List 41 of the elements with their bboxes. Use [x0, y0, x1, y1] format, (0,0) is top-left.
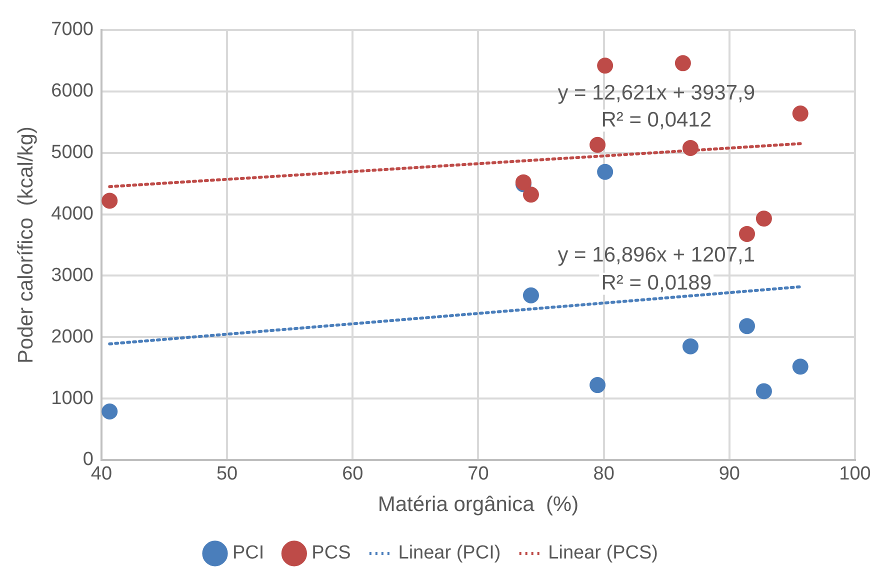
x-tick-label: 70 — [468, 464, 489, 485]
y-tick-label: 5000 — [51, 142, 94, 164]
point — [738, 318, 755, 334]
point — [738, 226, 755, 242]
y-tick-label: 6000 — [51, 80, 94, 102]
point — [792, 358, 808, 375]
y-tick-label: 0 — [82, 449, 94, 470]
x-tick-label: 80 — [593, 464, 614, 485]
y-tick-label: 4000 — [51, 204, 94, 225]
legend-label: PCS — [312, 542, 351, 564]
point — [102, 192, 118, 209]
legend-label: PCI — [232, 542, 264, 564]
annotation: R² = 0,0189 — [601, 272, 712, 295]
annotation: y = 12,621x + 3937,9 — [558, 81, 756, 104]
legend-label: Linear (PCS) — [548, 542, 658, 564]
point — [590, 377, 606, 394]
point — [756, 210, 772, 227]
y-axis-title: Poder calorífico (kcal/kg) — [14, 126, 38, 364]
legend-label: Linear (PCI) — [398, 542, 501, 564]
y-tick-label: 7000 — [51, 19, 94, 40]
point — [522, 186, 539, 203]
x-tick-label: 90 — [718, 464, 740, 485]
point — [597, 58, 614, 74]
point — [522, 287, 539, 304]
y-tick-label: 2000 — [51, 326, 94, 348]
point — [756, 383, 772, 400]
point — [590, 136, 606, 153]
y-tick-label: 3000 — [51, 264, 94, 286]
point — [682, 338, 698, 354]
x-tick-label: 100 — [839, 464, 871, 485]
x-axis-title: Matéria orgânica (%) — [378, 493, 579, 516]
point — [792, 106, 808, 122]
x-tick-label: 60 — [342, 464, 364, 485]
point — [674, 55, 691, 72]
x-tick-label: 40 — [90, 464, 112, 485]
annotation: y = 16,896x + 1207,1 — [558, 244, 756, 267]
annotation: R² = 0,0412 — [601, 108, 712, 132]
point — [597, 164, 614, 180]
point — [102, 403, 118, 420]
x-tick-label: 50 — [216, 464, 238, 485]
y-tick-label: 1000 — [51, 388, 94, 409]
